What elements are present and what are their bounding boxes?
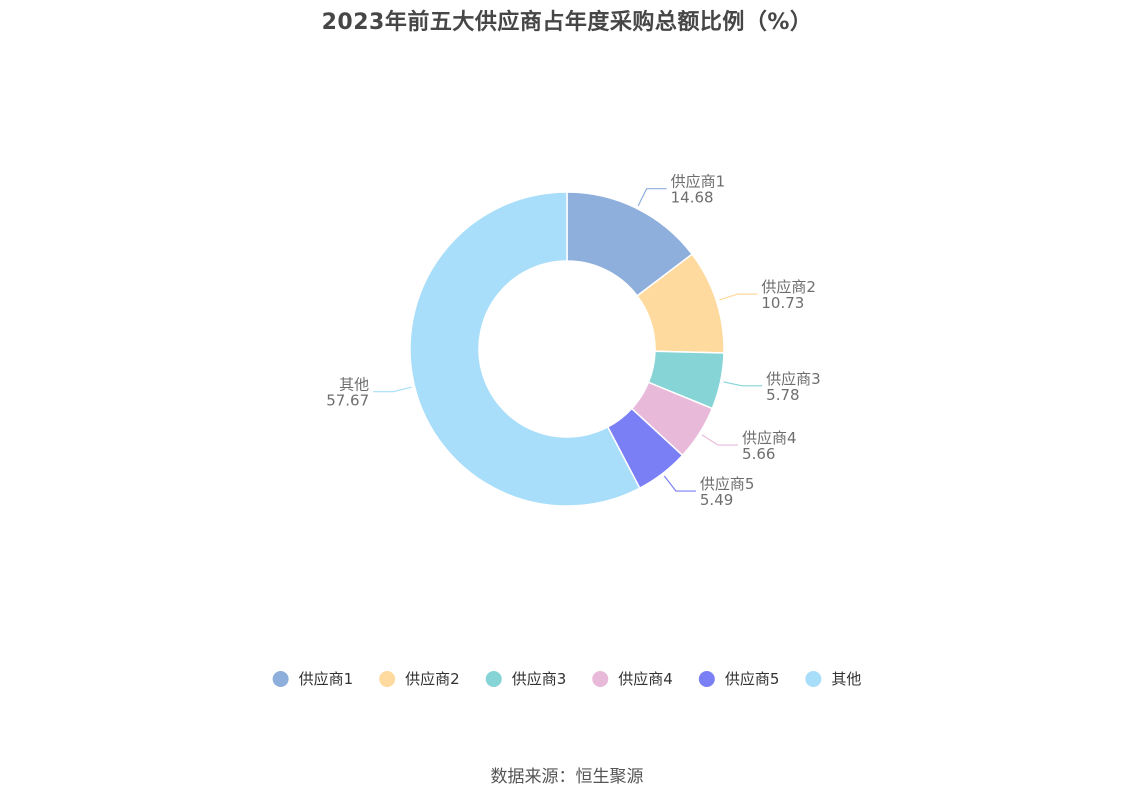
leader-line-2 (719, 293, 758, 301)
legend-marker-5[interactable] (698, 671, 715, 687)
leader-line-3 (723, 381, 763, 387)
legend-label-4[interactable]: 供应商4 (618, 670, 673, 688)
legend-marker-3[interactable] (485, 671, 502, 687)
slice-label-value-3: 5.78 (766, 386, 799, 404)
slice-label-name-2: 供应商2 (761, 278, 816, 296)
donut-slice-6 (409, 191, 641, 507)
leader-line-5 (663, 475, 696, 492)
leader-lines-group (373, 188, 763, 492)
legend-label-3[interactable]: 供应商3 (512, 670, 567, 688)
legend-marker-1[interactable] (272, 671, 289, 687)
chart-title: 2023年前五大供应商占年度采购总额比例（%） (321, 10, 813, 35)
slice-label-name-6: 其他 (339, 376, 369, 394)
slice-label-value-2: 10.73 (761, 294, 804, 312)
slice-label-value-4: 5.66 (742, 445, 775, 463)
legend-marker-6[interactable] (805, 671, 822, 687)
leader-line-1 (637, 188, 667, 206)
legend-label-2[interactable]: 供应商2 (405, 670, 460, 688)
legend-label-6[interactable]: 其他 (831, 670, 861, 688)
leader-line-4 (701, 434, 739, 446)
slice-label-value-1: 14.68 (671, 189, 714, 207)
slice-label-value-6: 57.67 (326, 392, 369, 410)
slice-label-name-1: 供应商1 (671, 173, 726, 191)
legend-label-1[interactable]: 供应商1 (299, 670, 354, 688)
slice-label-name-4: 供应商4 (742, 429, 797, 447)
slices-group (409, 191, 725, 507)
slice-label-name-5: 供应商5 (700, 475, 755, 493)
leader-line-6 (373, 386, 412, 393)
legend: 供应商1 供应商2 供应商3 供应商4 供应商5 其他 (272, 670, 861, 688)
legend-label-5[interactable]: 供应商5 (725, 670, 780, 688)
legend-marker-2[interactable] (379, 671, 396, 687)
slice-label-name-3: 供应商3 (766, 370, 821, 388)
legend-marker-4[interactable] (592, 671, 609, 687)
slice-label-value-5: 5.49 (700, 491, 733, 509)
source-note: 数据来源：恒生聚源 (490, 767, 644, 787)
